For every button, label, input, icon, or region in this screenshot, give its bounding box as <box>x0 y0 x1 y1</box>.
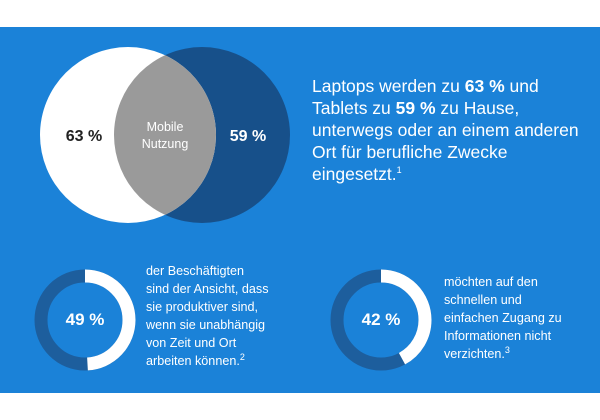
venn-overlap <box>114 47 216 223</box>
infographic-panel: 63 % Mobile Nutzung 59 % Laptops werden … <box>0 27 600 393</box>
venn-right-value: 59 % <box>230 128 266 145</box>
stat-donut-information-access: 42 % <box>326 265 436 375</box>
stat-line-last: arbeiten können.2 <box>146 352 306 370</box>
headline-part3: zu Hause, unterwegs oder an einem andere… <box>312 98 579 184</box>
stat-line: möchten auf den <box>444 275 538 289</box>
headline-part2: und Tablets zu <box>312 76 539 118</box>
headline-text: Laptops werden zu 63 % und Tablets zu 59… <box>312 75 582 185</box>
stat-line: einfachen Zugang zu <box>444 311 562 325</box>
ring-progress <box>34 269 136 371</box>
venn-diagram: 63 % Mobile Nutzung 59 % <box>40 47 290 223</box>
stat-value: 49 % <box>65 310 105 329</box>
headline-value-tablets: 59 % <box>395 98 436 118</box>
venn-left-value: 63 % <box>66 128 102 145</box>
stat-line: Informationen nicht <box>444 329 552 343</box>
stat-line-text: verzichten. <box>444 347 505 361</box>
stat-value: 42 % <box>361 310 401 329</box>
headline-footnote: 1 <box>396 165 402 176</box>
stat-line: sind der Ansicht, dass <box>146 282 269 296</box>
stat-line: der Beschäftigten <box>146 264 245 278</box>
stat-donut-productivity: 49 % <box>30 265 140 375</box>
stat-footnote: 2 <box>239 351 245 362</box>
stat-description-productivity: der Beschäftigten sind der Ansicht, dass… <box>146 262 306 370</box>
venn-overlap-label-line1: Mobile <box>147 120 184 134</box>
stat-line-last: verzichten.3 <box>444 345 594 363</box>
stat-line: von Zeit und Ort <box>146 336 237 350</box>
stat-line-text: arbeiten können. <box>146 354 240 368</box>
stat-line: schnellen und <box>444 293 522 307</box>
venn-overlap-label-line2: Nutzung <box>142 137 189 151</box>
stat-line: wenn sie unabhängig <box>146 318 266 332</box>
stat-line: sie produktiver sind, <box>146 300 258 314</box>
ring-progress <box>330 269 432 371</box>
headline-part1: Laptops werden zu <box>312 76 465 96</box>
stat-footnote: 3 <box>504 344 510 355</box>
stat-description-information-access: möchten auf den schnellen und einfachen … <box>444 273 594 363</box>
headline-value-laptops: 63 % <box>464 76 505 96</box>
